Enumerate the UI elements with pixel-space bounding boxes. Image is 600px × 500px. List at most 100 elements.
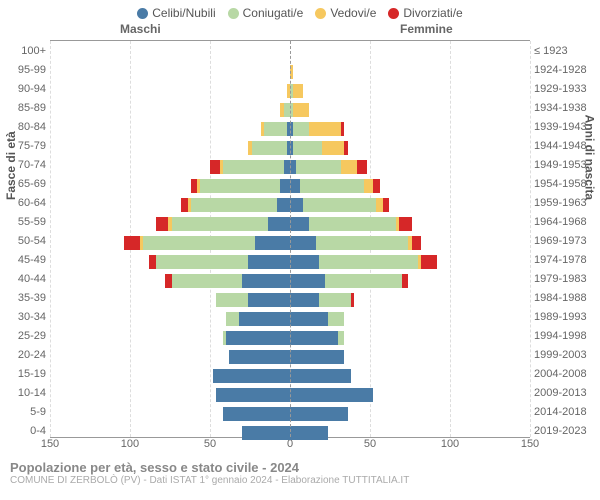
legend: Celibi/NubiliConiugati/eVedovi/eDivorzia… <box>0 0 600 22</box>
birth-year-label: 1989-1993 <box>534 311 596 323</box>
bar-segment-female <box>303 198 377 212</box>
legend-item: Celibi/Nubili <box>137 6 215 20</box>
plot-area: 100+≤ 192395-991924-192890-941929-193385… <box>50 40 530 438</box>
bar-segment-male <box>248 293 290 307</box>
bar-segment-female <box>293 103 309 117</box>
bar-segment-female <box>412 236 422 250</box>
age-label: 25-29 <box>2 330 46 342</box>
birth-year-label: 1999-2003 <box>534 349 596 361</box>
birth-year-label: 2014-2018 <box>534 406 596 418</box>
age-label: 5-9 <box>2 406 46 418</box>
bar-segment-male <box>255 236 290 250</box>
bar-segment-female <box>402 274 408 288</box>
bar-segment-male <box>226 312 239 326</box>
age-label: 100+ <box>2 45 46 57</box>
age-label: 50-54 <box>2 235 46 247</box>
female-header: Femmine <box>400 22 453 36</box>
birth-year-label: 1959-1963 <box>534 197 596 209</box>
bar-segment-female <box>338 331 344 345</box>
bar-segment-male <box>216 293 248 307</box>
footer-subtitle: COMUNE DI ZERBOLÒ (PV) - Dati ISTAT 1° g… <box>10 475 590 486</box>
birth-year-label: 1939-1943 <box>534 121 596 133</box>
bar-segment-male <box>200 179 280 193</box>
bar-segment-female <box>328 312 344 326</box>
legend-label: Divorziati/e <box>403 6 462 20</box>
bar-segment-male <box>197 179 200 193</box>
bar-segment-female <box>373 179 379 193</box>
bar-segment-female <box>290 236 316 250</box>
age-label: 40-44 <box>2 273 46 285</box>
legend-label: Celibi/Nubili <box>152 6 215 20</box>
bar-segment-male <box>223 160 284 174</box>
male-header: Maschi <box>120 22 161 36</box>
bar-segment-male <box>165 274 171 288</box>
age-label: 65-69 <box>2 178 46 190</box>
bar-segment-male <box>191 179 197 193</box>
bar-segment-female <box>319 255 418 269</box>
bar-segment-female <box>322 141 344 155</box>
bar-segment-male <box>226 331 290 345</box>
birth-year-label: 1944-1948 <box>534 140 596 152</box>
bar-segment-female <box>290 198 303 212</box>
bar-segment-male <box>229 350 290 364</box>
bar-segment-male <box>268 217 290 231</box>
bar-segment-female <box>290 369 351 383</box>
bar-segment-male <box>280 179 290 193</box>
bar-segment-female <box>319 293 351 307</box>
birth-year-label: 2004-2008 <box>534 368 596 380</box>
age-label: 90-94 <box>2 83 46 95</box>
bar-segment-male <box>172 217 268 231</box>
bar-segment-male <box>191 198 277 212</box>
legend-item: Vedovi/e <box>315 6 376 20</box>
age-label: 70-74 <box>2 159 46 171</box>
bar-segment-female <box>309 122 341 136</box>
bar-segment-female <box>421 255 437 269</box>
birth-year-label: 1929-1933 <box>534 83 596 95</box>
bar-segment-female <box>309 217 395 231</box>
age-label: 95-99 <box>2 64 46 76</box>
bar-segment-female <box>296 160 341 174</box>
age-label: 10-14 <box>2 387 46 399</box>
bar-segment-female <box>290 350 344 364</box>
column-headers: Maschi Femmine <box>0 22 600 40</box>
birth-year-label: 1984-1988 <box>534 292 596 304</box>
birth-year-label: 1954-1958 <box>534 178 596 190</box>
bar-segment-male <box>280 103 283 117</box>
bar-segment-female <box>300 179 364 193</box>
legend-item: Divorziati/e <box>388 6 462 20</box>
bar-segment-male <box>264 122 286 136</box>
bar-segment-male <box>124 236 140 250</box>
x-tick-label: 100 <box>441 438 459 450</box>
bar-segment-male <box>252 141 287 155</box>
bar-segment-male <box>242 426 290 440</box>
bar-segment-male <box>149 255 155 269</box>
chart-footer: Popolazione per età, sesso e stato civil… <box>0 456 600 486</box>
birth-year-label: 2019-2023 <box>534 425 596 437</box>
birth-year-label: 1994-1998 <box>534 330 596 342</box>
age-label: 0-4 <box>2 425 46 437</box>
bar-segment-female <box>325 274 402 288</box>
age-label: 20-24 <box>2 349 46 361</box>
birth-year-label: 1934-1938 <box>534 102 596 114</box>
bar-segment-female <box>290 312 328 326</box>
bar-segment-female <box>383 198 389 212</box>
age-label: 75-79 <box>2 140 46 152</box>
bar-segment-female <box>293 141 322 155</box>
bar-segment-female <box>290 426 328 440</box>
bar-segment-male <box>220 160 223 174</box>
bar-segment-female <box>344 141 347 155</box>
age-label: 85-89 <box>2 102 46 114</box>
bar-segment-male <box>181 198 187 212</box>
bar-segment-female <box>341 160 357 174</box>
age-label: 30-34 <box>2 311 46 323</box>
center-line <box>290 41 291 437</box>
bar-segment-female <box>293 84 303 98</box>
legend-dot <box>137 8 148 19</box>
age-label: 80-84 <box>2 121 46 133</box>
birth-year-label: 1974-1978 <box>534 254 596 266</box>
bar-segment-female <box>357 160 367 174</box>
bar-segment-female <box>316 236 409 250</box>
bar-segment-male <box>223 331 226 345</box>
x-tick-label: 50 <box>364 438 376 450</box>
bar-segment-female <box>290 274 325 288</box>
